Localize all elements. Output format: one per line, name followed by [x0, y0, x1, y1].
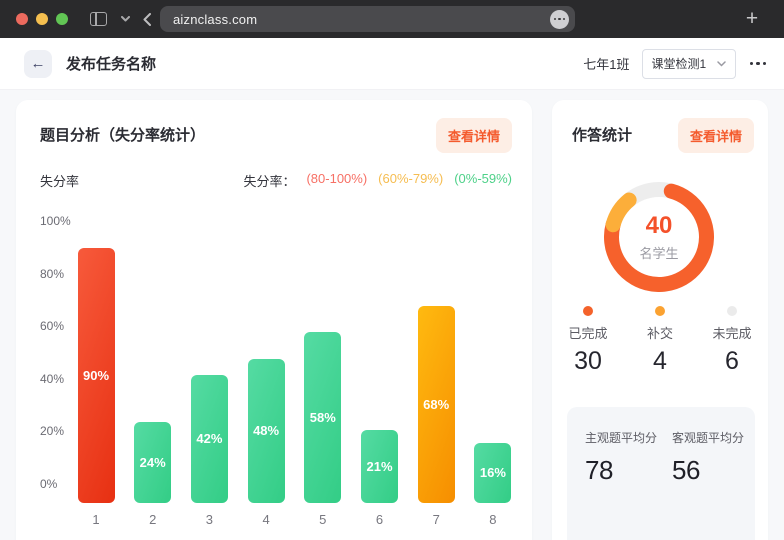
x-tick: 2 — [149, 512, 157, 527]
x-tick: 6 — [375, 512, 384, 527]
browser-toolbar: aiznclass.com + — [0, 0, 784, 38]
chevron-down-icon[interactable] — [117, 11, 133, 27]
x-tick: 5 — [319, 512, 327, 527]
donut-legend: 已完成 30 补交 4 未完成 6 — [552, 306, 768, 376]
bar-value-label: 90% — [82, 368, 110, 384]
legend-item-incomplete: 未完成 6 — [696, 306, 768, 376]
answer-stats-card: 作答统计 查看详情 40 名学生 已完成 30 补交 4 未完成 6 主观题平均… — [552, 100, 768, 540]
url-text: aiznclass.com — [173, 11, 258, 27]
bar-question-8[interactable]: 16% — [474, 442, 512, 503]
chevron-down-icon — [716, 60, 726, 67]
bar-value-label: 68% — [423, 397, 450, 413]
view-details-button[interactable]: 查看详情 — [677, 118, 754, 153]
page-header: ← 发布任务名称 七年1班 课堂检测1 — [0, 38, 784, 90]
late-dot-icon — [655, 306, 665, 316]
legend-title: 失分率： — [243, 174, 296, 189]
task-select-value: 课堂检测1 — [651, 57, 707, 71]
stat-subjective-avg: 主观题平均分 78 — [585, 431, 658, 485]
page-title: 发布任务名称 — [66, 56, 157, 73]
bar-value-label: 42% — [196, 431, 223, 447]
zoom-window-button[interactable] — [56, 13, 68, 25]
sidebar-toggle-icon[interactable] — [90, 12, 107, 26]
answer-stats-title: 作答统计 — [572, 127, 633, 144]
close-window-button[interactable] — [16, 13, 28, 25]
stat-objective-avg: 客观题平均分 56 — [672, 431, 745, 485]
bar-value-label: 48% — [253, 423, 280, 439]
completed-dot-icon — [583, 306, 593, 316]
more-options-button[interactable] — [748, 58, 769, 70]
class-name-label: 七年1班 — [583, 57, 630, 72]
bar-question-7[interactable]: 68% — [417, 306, 455, 503]
bar-value-label: 24% — [139, 454, 166, 470]
legend-item-completed: 已完成 30 — [552, 306, 624, 376]
view-details-button[interactable]: 查看详情 — [435, 118, 512, 153]
ellipsis-icon[interactable] — [550, 9, 569, 29]
bar-question-3[interactable]: 42% — [190, 374, 228, 503]
incomplete-dot-icon — [727, 306, 737, 316]
address-bar[interactable]: aiznclass.com — [160, 6, 575, 32]
browser-back-button[interactable] — [139, 11, 155, 27]
y-tick: 80% — [40, 266, 65, 281]
x-tick: 3 — [205, 512, 213, 527]
y-axis-caption: 失分率 — [40, 174, 80, 189]
back-arrow-icon: ← — [30, 55, 46, 72]
y-tick: 40% — [40, 371, 65, 386]
donut-svg — [604, 181, 714, 292]
bar-value-label: 21% — [366, 458, 393, 474]
bar-question-6[interactable]: 21% — [361, 429, 398, 503]
bar-question-5[interactable]: 58% — [304, 332, 342, 503]
new-tab-button[interactable]: + — [745, 7, 759, 30]
loss-rate-legend: 失分率： (80-100%) (60%-79%) (0%-59%) — [243, 171, 512, 190]
bar-question-2[interactable]: 24% — [134, 421, 172, 503]
legend-band-high: (80-100%) — [306, 171, 368, 186]
y-tick: 60% — [40, 319, 65, 334]
completion-donut-chart: 40 名学生 — [604, 181, 714, 292]
minimize-window-button[interactable] — [36, 13, 48, 25]
bar-question-1[interactable]: 90% — [77, 248, 115, 503]
question-analysis-title: 题目分析（失分率统计） — [40, 127, 206, 144]
question-analysis-card: 题目分析（失分率统计） 查看详情 失分率 失分率： (80-100%) (60%… — [16, 100, 532, 540]
legend-band-mid: (60%-79%) — [378, 171, 444, 186]
y-tick: 100% — [40, 214, 71, 228]
score-stats-panel: 主观题平均分 78 客观题平均分 56 总平均分 72 平均用时 3′45″ — [567, 407, 755, 540]
y-tick: 0% — [40, 477, 58, 491]
x-tick: 8 — [489, 512, 497, 527]
x-tick: 4 — [262, 512, 270, 527]
task-select-dropdown[interactable]: 课堂检测1 — [641, 48, 736, 79]
legend-item-late: 补交 4 — [624, 306, 696, 376]
x-tick: 7 — [432, 512, 440, 527]
bar-value-label: 16% — [479, 465, 506, 481]
bar-question-4[interactable]: 48% — [247, 358, 285, 503]
back-button[interactable]: ← — [24, 49, 52, 78]
window-controls — [16, 13, 68, 25]
bar-value-label: 58% — [309, 410, 336, 426]
legend-band-low: (0%-59%) — [454, 171, 512, 186]
x-tick: 1 — [92, 512, 100, 527]
y-tick: 20% — [40, 424, 65, 439]
